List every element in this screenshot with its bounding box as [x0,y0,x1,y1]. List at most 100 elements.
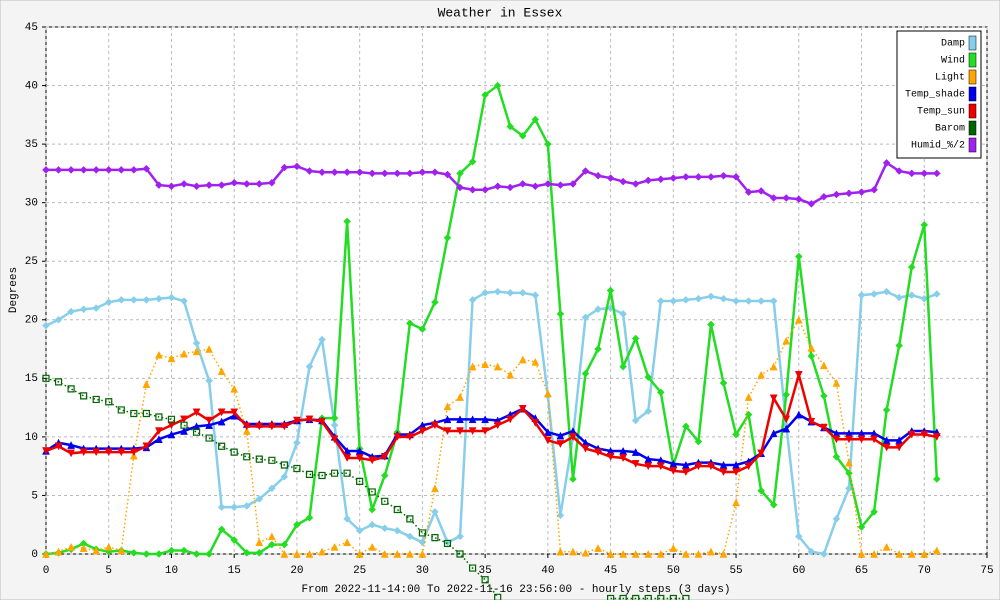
x-tick-label: 0 [43,565,50,577]
data-point [619,454,628,463]
data-point [368,542,377,551]
data-point [619,310,628,318]
data-point [230,536,239,544]
data-point [870,290,878,298]
data-point [293,416,301,425]
data-point [192,408,201,417]
data-point [267,540,276,549]
data-point [54,315,63,324]
data-point [343,454,352,463]
data-point [180,180,188,188]
data-point [606,453,615,461]
data-point [707,320,715,329]
data-point [142,409,150,418]
data-point [54,442,63,451]
data-point [594,448,602,457]
data-point [280,163,289,172]
data-point [155,181,163,189]
data-point [380,524,389,533]
data-point [782,390,791,399]
data-point [230,384,239,393]
data-point [217,408,226,417]
data-point [468,427,477,436]
data-point [807,343,816,352]
data-point [631,180,640,188]
data-point [42,166,50,174]
data-point [920,430,929,439]
data-point [142,380,151,388]
data-point [380,453,389,461]
data-point [368,505,377,514]
data-point [205,434,213,442]
data-point [481,427,490,436]
data-point [794,532,803,541]
data-point [820,550,828,558]
data-point [932,475,941,483]
data-point [757,297,766,305]
data-point [820,192,828,201]
data-point [895,167,904,175]
data-point [732,430,740,439]
data-point [318,168,326,177]
legend-box [896,30,982,159]
data-point [443,427,452,436]
data-point [820,392,828,400]
data-point [431,421,439,430]
data-point [142,550,151,558]
data-point [318,471,326,480]
data-point [180,349,188,358]
data-point [744,393,753,401]
data-point [79,305,88,314]
data-point [819,423,828,432]
data-point [418,529,426,537]
data-point [682,296,690,304]
legend-label: Wind [941,55,965,67]
x-tick-label: 5 [105,565,112,577]
data-point [255,455,263,463]
data-point [794,252,803,261]
data-point [368,488,376,496]
x-tick-label: 60 [792,565,805,577]
data-point [719,171,728,180]
data-point [581,313,590,322]
data-point [468,157,477,166]
data-point [569,475,577,483]
data-point [732,468,740,477]
data-point [744,188,753,196]
data-point [518,405,527,413]
data-point [744,297,753,305]
data-point [669,467,678,475]
data-point [405,549,414,558]
data-point [192,428,201,436]
data-point [769,429,778,438]
data-point [42,321,50,330]
data-point [92,395,100,404]
data-point [205,416,214,425]
data-point [606,286,615,295]
data-point [305,167,314,175]
data-point [518,288,527,297]
data-point [707,547,715,556]
data-point [293,549,301,558]
data-point [456,169,464,178]
data-point [506,415,515,424]
data-point [832,378,841,387]
data-point [506,288,515,297]
data-point [343,469,351,477]
data-point [681,549,690,558]
data-point [217,367,226,376]
data-point [142,442,151,451]
data-point [117,448,126,457]
data-point [180,546,188,555]
data-point [694,462,703,471]
data-point [456,183,464,192]
data-point [142,164,151,173]
data-point [142,296,151,304]
data-point [544,180,552,188]
data-point [594,544,602,552]
data-point [481,360,490,369]
data-point [907,169,916,178]
x-tick-label: 10 [165,565,178,577]
data-point [832,435,841,444]
data-point [619,177,628,186]
